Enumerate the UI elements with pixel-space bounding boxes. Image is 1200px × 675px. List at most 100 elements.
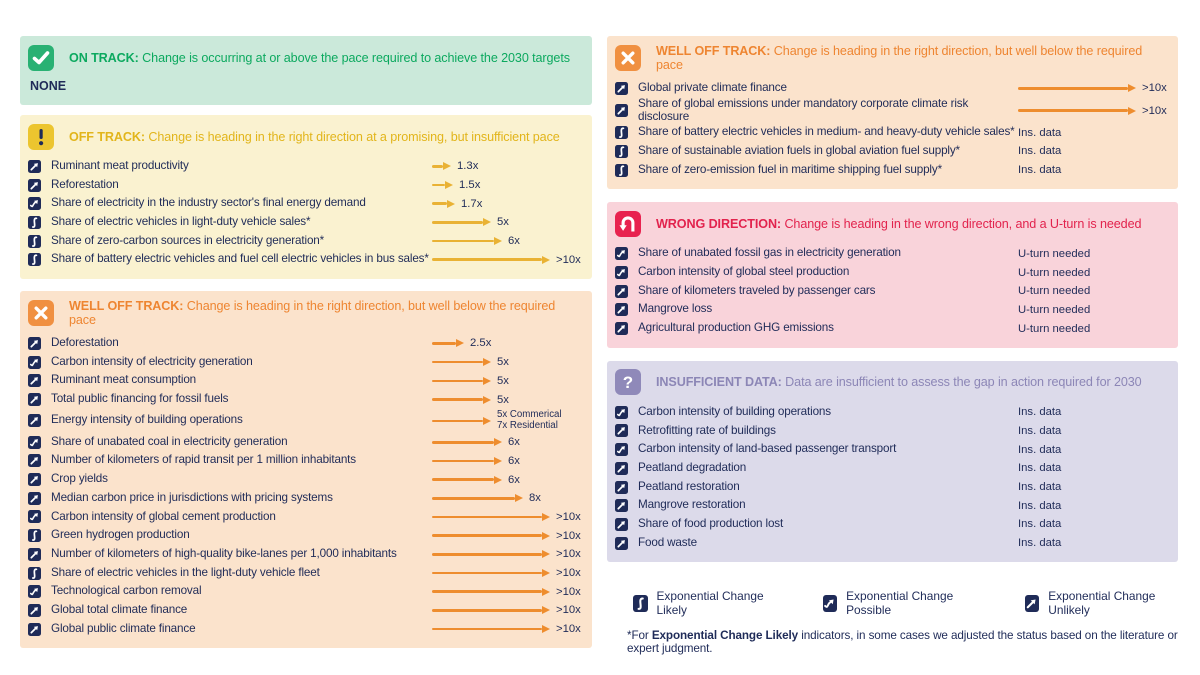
indicator-row: Number of kilometers of rapid transit pe… xyxy=(28,452,582,471)
exp-unlikely-icon xyxy=(30,606,38,615)
legend-label: Exponential Change Possible xyxy=(846,589,954,618)
pace-cell: 1.5x xyxy=(432,179,582,191)
exp-unlikely-badge xyxy=(615,480,628,494)
wrong-direction-status-icon xyxy=(615,210,641,237)
pace-label: >10x xyxy=(556,585,581,598)
exp-unlikely-badge xyxy=(28,473,41,487)
indicator-row: Median carbon price in jurisdictions wit… xyxy=(28,489,582,508)
exp-unlikely-icon xyxy=(30,340,38,348)
status-label: INSUFFICIENT DATA: xyxy=(656,375,782,390)
pace-cell: Ins. data xyxy=(1018,462,1168,474)
exp-unlikely-badge xyxy=(615,303,628,317)
pace-label: >10x xyxy=(556,567,581,580)
footnote-rest: indicators, in some cases we adjusted th… xyxy=(627,629,1178,656)
right-column: WELL OFF TRACK: Change is heading in the… xyxy=(607,36,1178,655)
exp-unlikely-icon xyxy=(617,427,625,435)
u-turn-icon xyxy=(619,216,635,232)
indicator-label: Technological carbon removal xyxy=(51,584,202,598)
pace-label: >10x xyxy=(556,604,581,617)
pace-label: 6x xyxy=(508,235,520,248)
pace-cell: 5x xyxy=(432,394,582,406)
pace-label: U-turn needed xyxy=(1018,247,1091,260)
section-insufficient-data: ? INSUFFICIENT DATA: Data are insufficie… xyxy=(607,360,1178,563)
indicator-label: Share of electric vehicles in light-duty… xyxy=(51,214,311,228)
indicator-row: Carbon intensity of electricity generati… xyxy=(28,353,582,372)
pace-arrow xyxy=(432,237,502,246)
indicator-row: Technological carbon removal >10x xyxy=(28,582,582,601)
indicator-row: Share of global emissions under mandator… xyxy=(615,96,1168,124)
pace-label: 5x xyxy=(497,216,509,229)
pace-cell: Ins. data xyxy=(1018,164,1168,176)
exp-possible-icon xyxy=(616,269,625,277)
indicator-label: Share of food production lost xyxy=(638,516,784,530)
pace-arrow xyxy=(432,569,550,578)
pace-cell: 6x xyxy=(432,235,582,247)
pace-label: Ins. data xyxy=(1018,499,1062,512)
status-label: OFF TRACK: xyxy=(69,129,145,144)
exp-unlikely-badge xyxy=(615,322,628,336)
pace-label: Ins. data xyxy=(1018,145,1062,158)
pace-cell: U-turn needed xyxy=(1018,267,1168,279)
indicator-label: Share of sustainable aviation fuels in g… xyxy=(638,144,960,157)
exp-likely-icon xyxy=(31,254,38,266)
pace-arrow xyxy=(432,416,491,425)
pace-label: Ins. data xyxy=(1018,462,1062,475)
indicator-label: Number of kilometers of high-quality bik… xyxy=(51,546,397,560)
exp-possible-icon xyxy=(29,438,38,446)
exp-possible-icon xyxy=(822,594,838,612)
indicator-row: Peatland degradation Ins. data xyxy=(615,459,1168,478)
exp-possible-badge xyxy=(28,197,41,211)
pace-label: >10x xyxy=(556,548,581,561)
on-track-header: ON TRACK: Change is occurring at or abov… xyxy=(28,44,582,71)
pace-cell: Ins. data xyxy=(1018,425,1168,437)
exp-likely-icon xyxy=(618,165,625,176)
indicator-label: Share of global emissions under mandator… xyxy=(638,96,969,123)
exp-unlikely-icon xyxy=(617,287,625,296)
indicator-label: Share of electricity in the industry sec… xyxy=(51,196,366,210)
pace-label: 5x xyxy=(497,393,509,406)
exp-possible-badge xyxy=(615,443,628,457)
pace-cell: Ins. data xyxy=(1018,127,1168,139)
indicator-row: Global private climate finance >10x xyxy=(615,79,1168,98)
exp-possible-badge xyxy=(28,585,41,599)
pace-cell: Ins. data xyxy=(1018,537,1168,549)
indicator-row: Crop yields 6x xyxy=(28,470,582,489)
indicator-row: Carbon intensity of global cement produc… xyxy=(28,508,582,527)
exp-unlikely-icon xyxy=(30,476,38,484)
exp-unlikely-badge xyxy=(615,499,628,513)
pace-cell: U-turn needed xyxy=(1018,285,1168,297)
exp-unlikely-icon xyxy=(617,483,625,492)
exp-likely-icon xyxy=(31,236,38,247)
pace-arrow xyxy=(432,339,464,348)
exp-likely-badge xyxy=(28,253,41,267)
exp-likely-icon xyxy=(31,530,38,542)
section-on-track: ON TRACK: Change is occurring at or abov… xyxy=(20,36,592,105)
exp-unlikely-icon xyxy=(617,306,625,314)
off-track-title: OFF TRACK: Change is heading in the righ… xyxy=(69,130,560,144)
indicator-row: Share of electric vehicles in the light-… xyxy=(28,564,582,583)
legend-item: Exponential Change Possible xyxy=(822,589,979,618)
exp-likely-badge xyxy=(28,529,41,543)
indicator-row: Share of electricity in the industry sec… xyxy=(28,194,582,213)
legend-label: Exponential Change Unlikely xyxy=(1048,589,1156,618)
indicator-label: Ruminant meat productivity xyxy=(51,158,189,172)
exp-unlikely-icon xyxy=(30,417,38,425)
indicator-label: Carbon intensity of global cement produc… xyxy=(51,509,276,523)
pace-arrow xyxy=(432,550,550,559)
pace-arrow xyxy=(432,494,523,503)
pace-cell: >10x xyxy=(432,530,582,542)
exp-unlikely-badge xyxy=(28,374,41,388)
pace-label: U-turn needed xyxy=(1018,322,1091,335)
pace-label: Ins. data xyxy=(1018,406,1062,419)
section-off-track: OFF TRACK: Change is heading in the righ… xyxy=(20,115,592,280)
exp-possible-badge xyxy=(615,266,628,279)
exp-unlikely-badge xyxy=(615,461,628,475)
exp-possible-badge xyxy=(615,247,628,261)
indicator-label: Green hydrogen production xyxy=(51,528,190,542)
indicator-label: Crop yields xyxy=(51,472,108,486)
pace-arrow xyxy=(1018,84,1136,93)
exp-likely-icon xyxy=(31,567,38,579)
pace-label: 8x xyxy=(529,492,541,505)
exp-unlikely-badge xyxy=(28,622,41,636)
exp-unlikely-icon xyxy=(617,84,625,93)
